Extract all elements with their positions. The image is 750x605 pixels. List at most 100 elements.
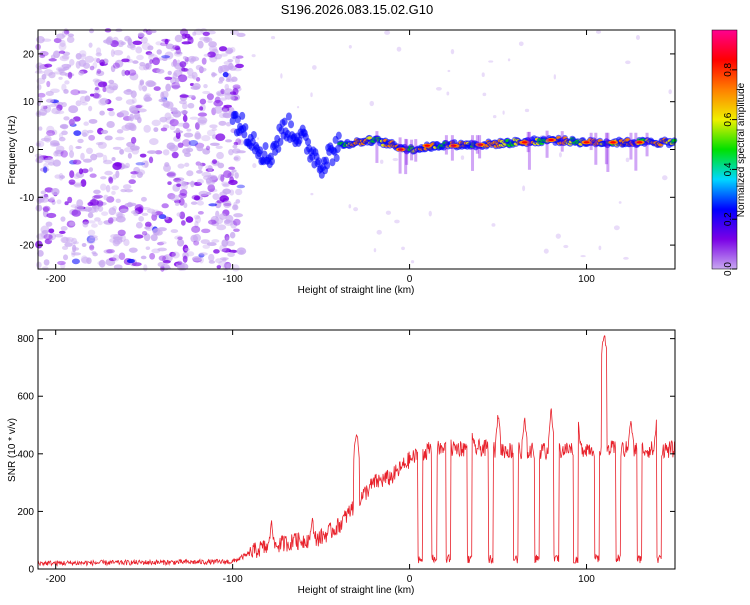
noise-blob (182, 255, 188, 263)
noise-blob (130, 174, 137, 179)
noise-blob (43, 234, 53, 240)
noise-blob (186, 251, 195, 257)
noise-blob (166, 172, 176, 177)
noise-blob (124, 122, 135, 130)
noise-blob (71, 258, 80, 265)
y-tick-label: 800 (17, 334, 34, 345)
spectrogram-x-label: Height of straight line (km) (298, 285, 415, 296)
noise-blob (40, 225, 50, 234)
colorbar-tick-label: 0.4 (723, 162, 734, 176)
noise-blob (73, 183, 83, 188)
spectral-streak (404, 138, 408, 175)
noise-blob (460, 155, 465, 160)
noise-blob (209, 124, 218, 129)
noise-blob (143, 264, 148, 272)
noise-blob (130, 171, 139, 175)
noise-blob (135, 46, 143, 54)
noise-blob (54, 174, 62, 179)
noise-blob (145, 51, 153, 56)
noise-blob (151, 213, 158, 221)
y-tick-label: -10 (20, 193, 35, 204)
noise-blob (51, 107, 61, 115)
noise-blob (211, 239, 220, 243)
noise-blob (492, 114, 497, 119)
noise-blob (128, 179, 136, 185)
noise-blob (158, 214, 167, 220)
noise-blob (46, 212, 57, 219)
noise-blob (69, 170, 75, 179)
noise-blob (130, 136, 137, 144)
noise-blob (35, 157, 43, 164)
noise-blob (39, 50, 49, 57)
noise-blob (75, 52, 82, 60)
noise-blob (112, 146, 122, 150)
noise-blob (46, 80, 51, 88)
noise-blob (181, 220, 186, 226)
noise-blob (138, 83, 143, 91)
noise-blob (106, 86, 115, 94)
noise-blob (51, 200, 56, 205)
noise-blob (87, 129, 94, 134)
noise-blob (207, 51, 216, 58)
noise-blob (80, 53, 87, 60)
noise-blob (53, 50, 61, 59)
noise-blob (114, 162, 123, 167)
noise-blob (232, 148, 241, 154)
ridge-core (367, 136, 373, 140)
noise-blob (142, 28, 148, 33)
snr-series-line (37, 335, 675, 567)
noise-blob (52, 159, 61, 167)
noise-blob (35, 140, 45, 148)
noise-blob (106, 107, 114, 112)
x-tick-label: 100 (578, 574, 595, 585)
noise-blob (310, 92, 313, 98)
noise-blob (60, 226, 68, 231)
noise-blob (84, 95, 91, 102)
noise-blob (182, 122, 190, 129)
noise-blob (184, 162, 190, 167)
ridge-hotspot-core (610, 141, 616, 144)
noise-blob (94, 217, 101, 222)
noise-blob (162, 259, 171, 264)
noise-blob (195, 122, 200, 130)
noise-blob (119, 148, 125, 155)
noise-blob (203, 53, 211, 57)
noise-blob (88, 28, 95, 34)
noise-blob (185, 216, 194, 223)
noise-blob (233, 213, 244, 218)
noise-blob (179, 189, 188, 196)
noise-blob (123, 238, 130, 247)
noise-blob (155, 41, 163, 46)
noise-blob (219, 97, 227, 101)
noise-blob (77, 90, 88, 94)
noise-blob (65, 236, 74, 243)
noise-blob (148, 156, 154, 164)
noise-blob (71, 250, 76, 258)
noise-blob (222, 188, 232, 195)
noise-blob (177, 74, 188, 83)
noise-blob (43, 166, 48, 174)
noise-blob (174, 202, 180, 206)
noise-blob (81, 256, 90, 264)
x-tick-label: -100 (223, 574, 243, 585)
noise-blob (86, 240, 96, 244)
noise-blob (95, 70, 105, 77)
noise-blob (164, 112, 172, 120)
noise-blob (126, 202, 137, 207)
noise-blob (128, 69, 137, 76)
noise-blob (43, 155, 53, 160)
noise-blob (83, 62, 91, 69)
noise-blob (92, 252, 98, 257)
ridge-hotspot-core (521, 141, 528, 144)
noise-blob (121, 58, 130, 63)
spectrogram-blobs (34, 28, 678, 272)
noise-blob (53, 151, 59, 157)
noise-blob (207, 184, 216, 193)
snr-y-label: SNR (10 * v/v) (7, 418, 18, 482)
noise-blob (75, 60, 81, 69)
noise-blob (280, 73, 283, 79)
noise-blob (164, 76, 173, 81)
noise-blob (226, 240, 236, 247)
noise-blob (171, 85, 181, 89)
